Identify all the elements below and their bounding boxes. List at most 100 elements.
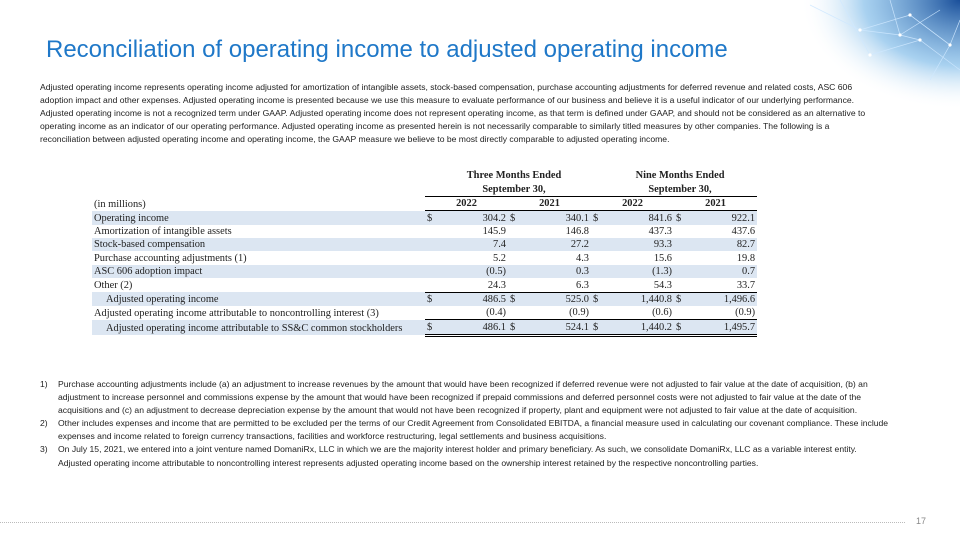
year-header: 2022 xyxy=(425,196,508,212)
table-row: Other (2) 24.3 6.3 54.3 33.7 xyxy=(92,278,758,293)
footnote-text: On July 15, 2021, we entered into a join… xyxy=(58,444,857,468)
row-label: Operating income xyxy=(92,210,425,225)
currency-cell xyxy=(591,264,603,279)
row-label: Other (2) xyxy=(94,280,133,292)
year-row: (in millions) 2022 2021 2022 2021 xyxy=(92,196,758,212)
page-number: 17 xyxy=(916,516,927,526)
row-label: Adjusted operating income attributable t… xyxy=(92,319,425,336)
row-label: Adjusted operating income xyxy=(92,292,425,306)
table-row: Adjusted operating income $486.5 $525.0 $1,… xyxy=(92,292,758,306)
header-row: Three Months Ended Nine Months Ended xyxy=(92,169,757,182)
currency-cell xyxy=(508,305,520,321)
value-cell: (0.4) xyxy=(437,305,508,321)
footnote-text: Purchase accounting adjustments include … xyxy=(58,379,868,416)
currency-cell xyxy=(508,278,520,293)
year-header: 2021 xyxy=(674,196,758,212)
footnote: 3) On July 15, 2021, we entered into a jo… xyxy=(40,443,890,469)
footnote-marker: 1) xyxy=(40,379,48,389)
currency-cell xyxy=(508,251,520,264)
value-cell: 5.2 xyxy=(493,252,506,264)
row-label: Amortization of intangible assets xyxy=(94,225,232,237)
currency-cell xyxy=(425,251,437,264)
group-header: Three Months Ended xyxy=(466,170,562,182)
value-cell: (0.6) xyxy=(603,305,674,321)
value-cell: 922.1 xyxy=(686,210,758,225)
value-cell: 146.8 xyxy=(565,225,589,237)
value-cell: 4.3 xyxy=(576,252,589,264)
currency-cell: $ xyxy=(508,319,520,337)
reconciliation-table: Three Months Ended Nine Months Ended Septe… xyxy=(92,169,758,337)
value-cell: 304.2 xyxy=(437,210,508,225)
title: Reconciliation of operating income to ad… xyxy=(46,36,728,63)
table-row: Operating income $304.2 $340.1 $841.6 $922.1 xyxy=(92,210,758,225)
currency-cell xyxy=(674,251,686,264)
year-header: 2021 xyxy=(508,196,591,212)
value-cell: 486.5 xyxy=(437,292,508,306)
row-label: Purchase accounting adjustments (1) xyxy=(94,252,247,264)
value-cell: 15.6 xyxy=(653,252,672,264)
table-row: Adjusted operating income attributable t… xyxy=(92,319,758,337)
currency-cell xyxy=(425,264,437,279)
currency-cell xyxy=(674,278,686,293)
value-cell: (0.5) xyxy=(437,264,508,279)
currency-cell xyxy=(425,278,437,293)
value-cell: 486.1 xyxy=(437,319,508,337)
value-cell: 54.3 xyxy=(603,278,674,293)
group-header: Nine Months Ended xyxy=(635,170,725,182)
currency-cell xyxy=(591,237,603,252)
table-row: Adjusted operating income attributable t… xyxy=(92,305,758,321)
value-cell: 24.3 xyxy=(437,278,508,293)
header-row: September 30, September 30, xyxy=(92,182,758,197)
value-cell: 1,496.6 xyxy=(686,292,758,306)
value-cell: 6.3 xyxy=(520,278,591,293)
value-cell: 0.7 xyxy=(686,264,758,279)
row-label: ASC 606 adoption impact xyxy=(92,264,425,279)
group-header: September 30, xyxy=(591,182,758,197)
row-label: Stock-based compensation xyxy=(92,237,425,252)
intro-text: Adjusted operating income represents ope… xyxy=(40,82,866,145)
currency-cell: $ xyxy=(591,319,603,337)
value-cell: 437.3 xyxy=(648,225,672,237)
value-cell: 33.7 xyxy=(686,278,758,293)
footnote-marker: 2) xyxy=(40,418,48,429)
currency-cell xyxy=(425,237,437,252)
value-cell: 27.2 xyxy=(520,237,591,252)
currency-cell xyxy=(674,264,686,279)
unit-label: (in millions) xyxy=(94,198,146,210)
currency-cell xyxy=(425,305,437,321)
currency-cell: $ xyxy=(425,292,437,306)
divider xyxy=(0,522,905,523)
year-header: 2022 xyxy=(591,196,674,212)
footnote: 1) Purchase accounting adjustments includ… xyxy=(40,378,890,417)
currency-cell xyxy=(425,225,437,238)
decoration xyxy=(800,0,960,110)
footnote-marker: 3) xyxy=(40,444,48,455)
table-row: Purchase accounting adjustments (1) 5.2 4.… xyxy=(92,251,757,264)
value-cell: 525.0 xyxy=(520,292,591,306)
currency-cell xyxy=(674,305,686,321)
value-cell: 437.6 xyxy=(731,225,756,237)
currency-cell: $ xyxy=(508,210,520,225)
currency-cell: $ xyxy=(591,292,603,306)
value-cell: 145.9 xyxy=(482,225,506,237)
value-cell: 1,495.7 xyxy=(686,319,758,337)
table-row: Amortization of intangible assets 145.9 14… xyxy=(92,225,757,238)
currency-cell xyxy=(508,264,520,279)
table-row: ASC 606 adoption impact (0.5) 0.3 (1.3) 0.7 xyxy=(92,264,758,279)
value-cell: 841.6 xyxy=(603,210,674,225)
currency-cell xyxy=(591,225,603,238)
currency-cell: $ xyxy=(674,319,686,337)
footnote: 2) Other includes expenses and income tha… xyxy=(40,417,890,443)
value-cell: (0.9) xyxy=(686,305,758,321)
currency-cell xyxy=(674,225,686,238)
value-cell: 93.3 xyxy=(603,237,674,252)
currency-cell: $ xyxy=(508,292,520,306)
currency-cell: $ xyxy=(674,210,686,225)
value-cell: 524.1 xyxy=(520,319,591,337)
currency-cell xyxy=(508,237,520,252)
value-cell: 1,440.8 xyxy=(603,292,674,306)
value-cell: 82.7 xyxy=(686,237,758,252)
currency-cell xyxy=(591,278,603,293)
